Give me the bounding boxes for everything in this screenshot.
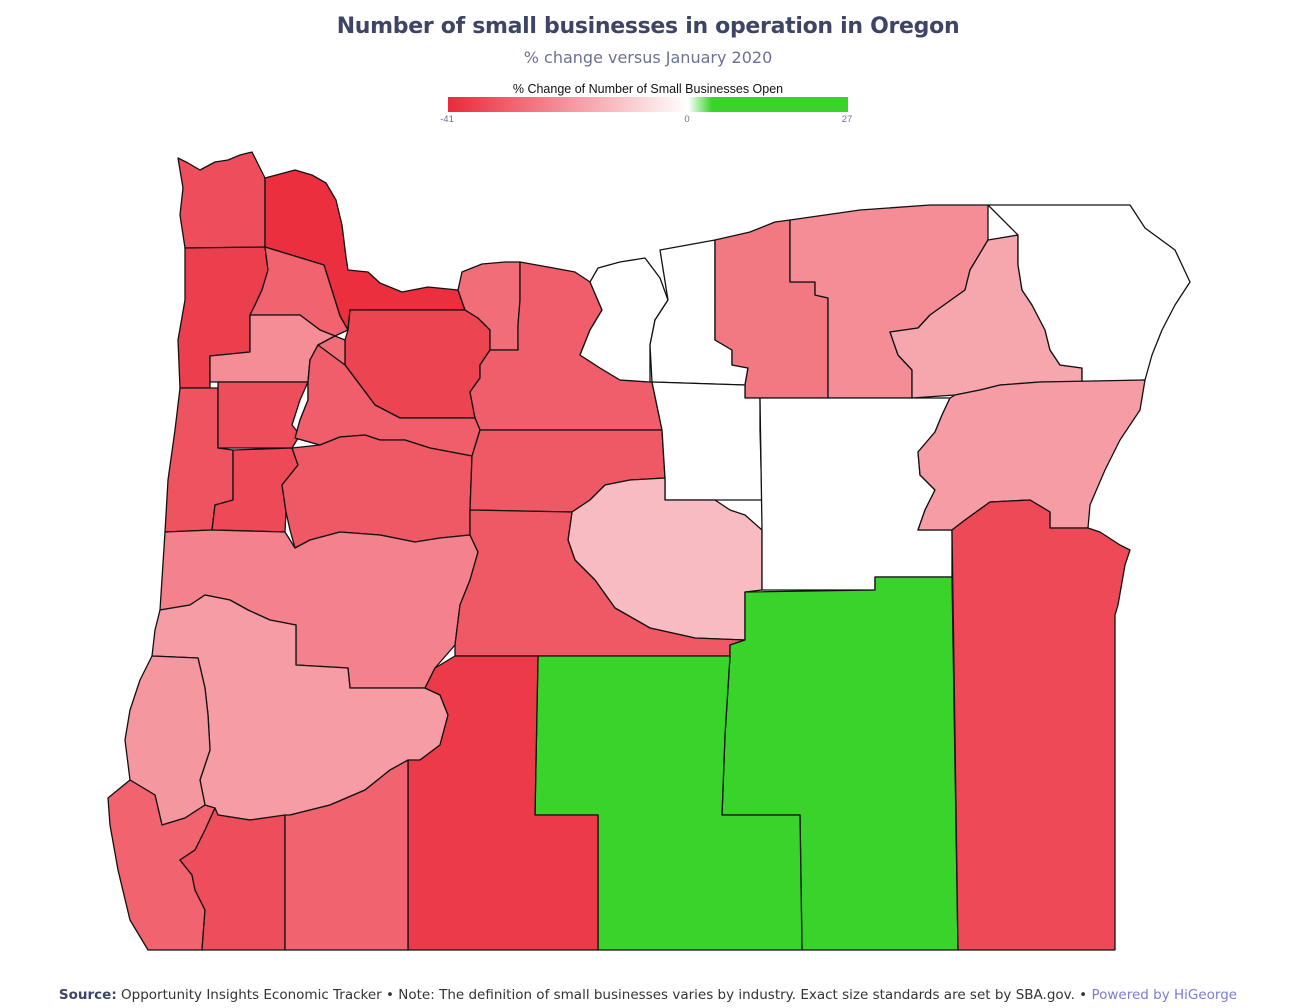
county-linn[interactable]	[281, 434, 473, 549]
source-label: Source:	[58, 987, 117, 1003]
county-wheeler[interactable]	[651, 381, 763, 501]
legend-min-tick: -41	[440, 114, 454, 125]
legend-max-tick: 27	[841, 114, 853, 125]
county-jackson[interactable]	[284, 759, 409, 951]
color-scale-bar	[448, 97, 848, 112]
county-klamath[interactable]	[407, 655, 599, 951]
county-sherman[interactable]	[579, 257, 669, 383]
legend-title: % Change of Number of Small Businesses O…	[512, 82, 784, 96]
source-text: Opportunity Insights Economic Tracker • …	[121, 987, 1088, 1003]
legend-mid-tick: 0	[684, 114, 690, 125]
county-malheur[interactable]	[951, 499, 1131, 951]
powered-by-link[interactable]: Powered by HiGeorge	[1091, 987, 1238, 1003]
chart-subtitle: % change versus January 2020	[523, 48, 773, 67]
county-grant[interactable]	[759, 397, 953, 591]
county-polk[interactable]	[217, 381, 309, 449]
footer: Source: Opportunity Insights Economic Tr…	[0, 987, 1296, 1003]
county-clatsop[interactable]	[177, 151, 266, 249]
county-josephine[interactable]	[179, 807, 286, 951]
chart-title: Number of small businesses in operation …	[336, 14, 960, 39]
